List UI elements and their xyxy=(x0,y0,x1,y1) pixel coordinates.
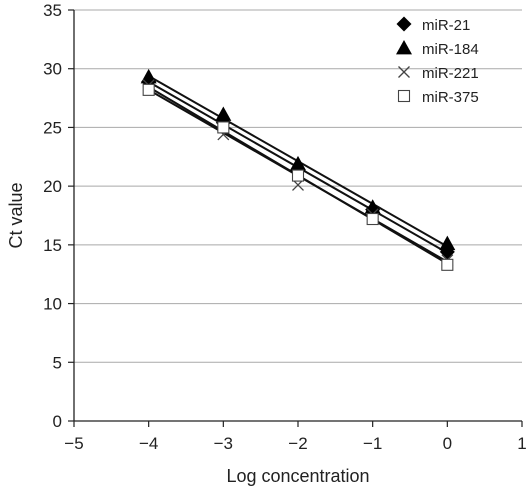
x-tick-label: −1 xyxy=(363,434,382,453)
x-axis-title: Log concentration xyxy=(226,466,369,486)
point-mir-184 xyxy=(215,106,232,121)
y-tick-label: 30 xyxy=(43,60,62,79)
y-tick-label: 25 xyxy=(43,118,62,137)
y-tick-label: 5 xyxy=(53,353,62,372)
y-tick-label: 10 xyxy=(43,295,62,314)
point-mir-184 xyxy=(290,155,306,171)
axes xyxy=(68,9,523,427)
y-tick-label: 35 xyxy=(43,1,62,20)
legend-marker-mir-21 xyxy=(396,16,412,32)
legend-marker-mir-221 xyxy=(398,66,410,78)
x-tick-label: 0 xyxy=(443,434,452,453)
y-tick-label: 15 xyxy=(43,236,62,255)
tick-labels: 0 5 10 15 20 25 30 35 −5 −4 −3 −2 −1 0 1 xyxy=(43,1,527,453)
x-tick-label: −3 xyxy=(214,434,233,453)
legend-label: miR-21 xyxy=(422,17,470,34)
legend-label: miR-221 xyxy=(422,65,479,82)
point-mir-184 xyxy=(140,68,157,84)
legend: miR-21 miR-184 miR-221 miR-375 xyxy=(396,16,479,106)
point-mir-375 xyxy=(217,121,230,134)
y-tick-label: 0 xyxy=(53,412,62,431)
legend-label: miR-184 xyxy=(422,41,479,58)
point-mir-184 xyxy=(439,235,456,251)
y-axis-title: Ct value xyxy=(6,182,26,248)
legend-marker-mir-184 xyxy=(396,40,412,55)
point-mir-375 xyxy=(441,258,454,271)
point-mir-375 xyxy=(142,83,155,96)
point-mir-375 xyxy=(366,212,379,226)
cross-stroke xyxy=(398,66,410,78)
x-tick-label: −2 xyxy=(288,434,307,453)
legend-marker-mir-375 xyxy=(397,89,411,103)
x-tick-label: −4 xyxy=(139,434,158,453)
point-mir-375 xyxy=(291,169,305,182)
y-tick-label: 20 xyxy=(43,177,62,196)
legend-label: miR-375 xyxy=(422,89,479,106)
x-tick-label: −5 xyxy=(64,434,83,453)
data-points xyxy=(140,68,456,271)
x-tick-label: 1 xyxy=(517,434,526,453)
gridlines xyxy=(74,9,522,363)
